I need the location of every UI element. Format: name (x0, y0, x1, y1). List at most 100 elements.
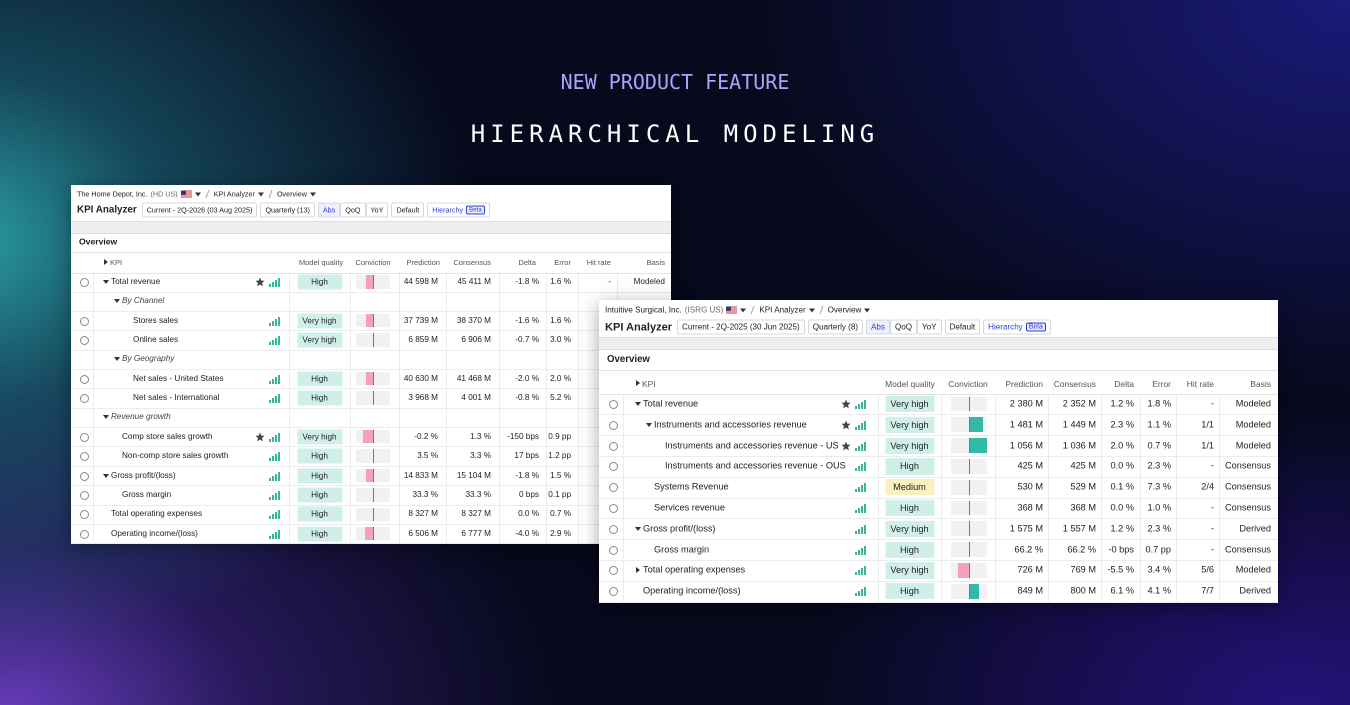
signal-icon (855, 482, 869, 493)
row-radio[interactable] (609, 483, 618, 493)
column-header: Model quality (885, 378, 935, 389)
cell-prediction: 1 481 M (1009, 419, 1043, 430)
column-separator (499, 504, 500, 524)
cell-prediction: 425 M (1017, 460, 1043, 471)
cell-prediction: 66.2 % (1014, 543, 1043, 554)
mode-button[interactable]: YoY (365, 202, 389, 218)
company-selector[interactable]: The Home Depot, Inc. (HD US) (77, 190, 201, 199)
view-selector[interactable]: KPI Analyzer (214, 190, 264, 199)
star-icon[interactable] (255, 277, 265, 287)
column-separator (941, 497, 942, 519)
expand-caret[interactable] (635, 526, 641, 531)
period-select[interactable]: Current - 2Q-2026 (03 Aug 2025) (141, 202, 258, 218)
view-button[interactable]: Default (391, 202, 425, 218)
column-separator (1048, 414, 1049, 436)
mode-button[interactable]: QoQ (889, 319, 918, 335)
cell-basis: Modeled (1235, 398, 1271, 409)
mode-button[interactable]: QoQ (340, 202, 366, 218)
expand-caret[interactable] (114, 357, 120, 362)
row-rule (71, 543, 671, 544)
cell-consensus: 15 104 M (456, 470, 491, 480)
row-radio[interactable] (80, 529, 89, 539)
expand-caret[interactable] (103, 415, 109, 420)
mode-button[interactable]: Abs (866, 319, 890, 335)
expand-caret[interactable] (114, 299, 120, 304)
signal-bar (855, 406, 857, 409)
frequency-select[interactable]: Quarterly (13) (260, 202, 315, 218)
row-radio[interactable] (80, 278, 89, 287)
signal-bar (861, 464, 863, 472)
row-radio[interactable] (609, 545, 618, 555)
conviction-center (968, 583, 970, 599)
column-separator (546, 504, 547, 524)
row-radio[interactable] (80, 452, 89, 462)
kpi-label: Net sales - United States (133, 373, 224, 383)
row-radio[interactable] (80, 432, 89, 442)
column-separator (623, 560, 624, 581)
view-button[interactable]: Default (944, 319, 981, 335)
view-selector[interactable]: KPI Analyzer (759, 306, 815, 315)
view-name: KPI Analyzer (213, 189, 255, 199)
row-radio[interactable] (80, 510, 89, 520)
row-radio[interactable] (80, 394, 89, 404)
button-label: Default (949, 322, 976, 332)
cell-basis: Derived (1239, 585, 1271, 596)
expand-all[interactable] (104, 259, 108, 265)
row-radio[interactable] (609, 400, 618, 409)
column-separator (546, 349, 547, 370)
row-radio[interactable] (609, 420, 618, 430)
column-separator (546, 272, 547, 292)
row-radio[interactable] (80, 316, 89, 326)
column-separator (350, 427, 351, 447)
expand-all[interactable] (636, 380, 640, 386)
row-radio[interactable] (609, 566, 618, 576)
star-icon[interactable] (841, 399, 851, 409)
star-icon[interactable] (255, 432, 265, 442)
row-rule (71, 388, 671, 390)
mode-button[interactable]: Abs (317, 202, 341, 218)
row-radio[interactable] (609, 504, 618, 513)
row-radio[interactable] (609, 587, 618, 597)
column-separator (350, 291, 351, 312)
row-radio[interactable] (609, 462, 618, 472)
page-selector[interactable]: Overview (277, 190, 316, 199)
column-separator (995, 393, 996, 415)
row-radio[interactable] (80, 336, 89, 346)
conviction-bar (969, 438, 987, 453)
expand-caret[interactable] (635, 402, 641, 406)
period-select[interactable]: Current - 2Q-2025 (30 Jun 2025) (677, 319, 805, 335)
star-icon[interactable] (841, 420, 851, 430)
row-radio[interactable] (80, 374, 89, 384)
row-radio[interactable] (609, 524, 618, 534)
column-separator (578, 272, 579, 292)
dropdown-arrow (309, 192, 316, 196)
expand-caret[interactable] (636, 567, 640, 574)
column-separator (446, 523, 447, 544)
view-button[interactable]: Hierarchy Beta (427, 202, 490, 218)
conviction-center (372, 507, 374, 521)
mode-button[interactable]: YoY (917, 319, 942, 335)
expand-caret[interactable] (646, 422, 652, 427)
expand-caret[interactable] (103, 473, 109, 478)
column-separator (93, 272, 94, 292)
cell-hit-rate: - (1210, 523, 1214, 534)
frequency-select[interactable]: Quarterly (8) (807, 319, 864, 335)
row-radio[interactable] (80, 471, 89, 481)
column-header: Consensus (453, 258, 491, 268)
company-name: The Home Depot, Inc. (77, 189, 148, 199)
quality-badge: Very high (885, 416, 934, 433)
cell-delta: 0.0 % (1110, 460, 1135, 471)
company-selector[interactable]: Intuitive Surgical, Inc. (ISRG US) (605, 306, 747, 315)
cell-consensus: 800 M (1070, 585, 1096, 596)
column-separator (1048, 518, 1049, 540)
signal-bar (858, 508, 860, 513)
row-radio[interactable] (80, 490, 89, 500)
star-icon[interactable] (841, 441, 851, 451)
page-selector[interactable]: Overview (828, 306, 871, 315)
page-name: Overview (827, 305, 862, 315)
cell-error: 2.3 % (1147, 523, 1172, 534)
row-radio[interactable] (609, 441, 618, 451)
view-button[interactable]: Hierarchy Beta (983, 319, 1051, 335)
quality-badge: High (885, 458, 934, 475)
expand-caret[interactable] (103, 280, 109, 284)
